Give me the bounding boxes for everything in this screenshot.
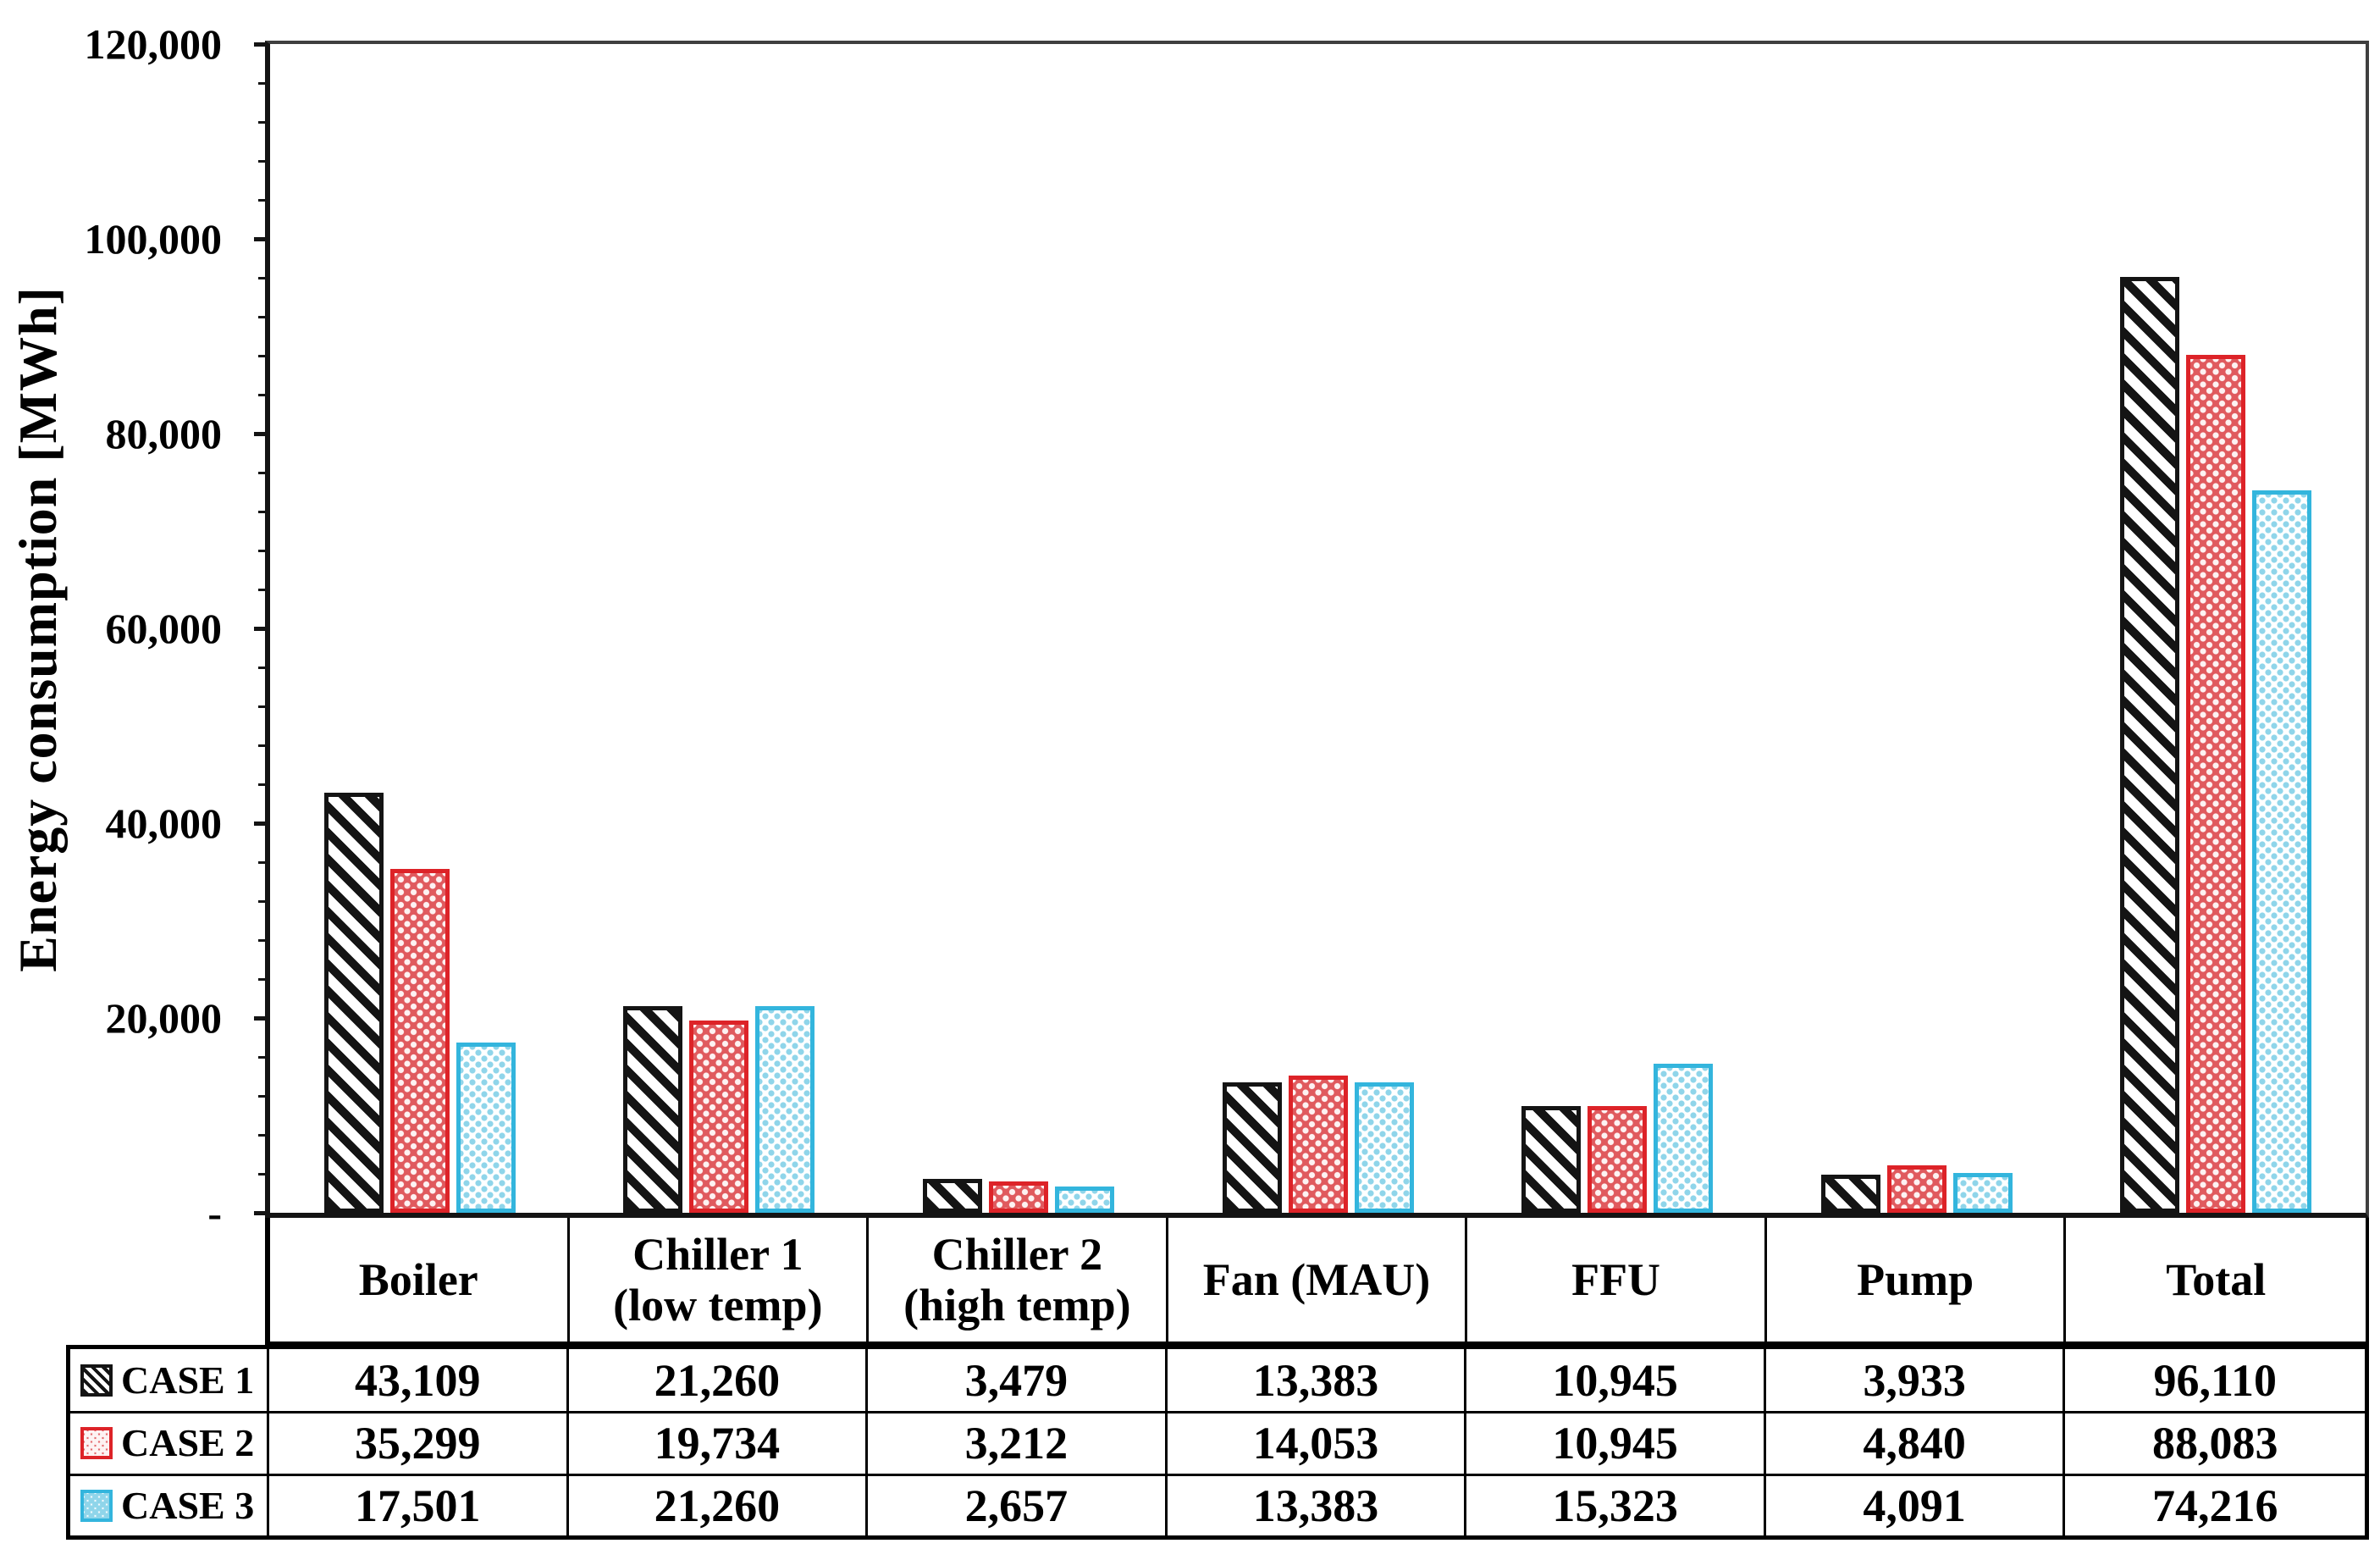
plot-area — [265, 41, 2369, 1218]
bar-case-1-chiller-1-low-temp — [623, 1006, 683, 1213]
y-tick-label: 100,000 — [84, 215, 223, 263]
bar-case-2-fan-mau — [1288, 1076, 1348, 1213]
table-cell-case3-boiler: 17,501 — [269, 1473, 569, 1535]
bar-case-1-pump — [1820, 1175, 1880, 1213]
table-body: CASE 1 43,109 21,260 3,479 13,383 10,945 3,933… — [66, 1345, 2369, 1540]
bar-case-1-fan-mau — [1222, 1082, 1282, 1213]
table-cell-case1-chiller-2-high-temp: 3,479 — [868, 1349, 1168, 1412]
table-cell-case1-boiler: 43,109 — [269, 1349, 569, 1412]
bar-case-3-chiller-2-high-temp — [1054, 1187, 1114, 1213]
column-header-line: (high temp) — [903, 1280, 1131, 1330]
y-tick-label: 60,000 — [105, 605, 223, 652]
table-cell-case3-fan-mau: 13,383 — [1167, 1473, 1467, 1535]
table-cell-case3-chiller-2-high-temp: 2,657 — [868, 1473, 1168, 1535]
table-cell-case2-pump: 4,840 — [1765, 1411, 2066, 1474]
bar-group-chiller-2-high-temp — [869, 44, 1168, 1213]
table-cell-case1-fan-mau: 13,383 — [1168, 1349, 1467, 1412]
column-header-line: FFU — [1571, 1253, 1661, 1305]
table-cell-case2-fan-mau: 14,053 — [1167, 1411, 1467, 1474]
table-cell-case3-total: 74,216 — [2065, 1473, 2365, 1535]
table-header-row: Boiler Chiller 1 (low temp) Chiller 2 (high … — [265, 1218, 2369, 1345]
bar-case-3-boiler — [456, 1043, 516, 1213]
table-cell-case1-chiller-1-low-temp: 21,260 — [569, 1349, 869, 1412]
y-tick-label: - — [207, 1189, 222, 1236]
column-header-line: Pump — [1857, 1253, 1974, 1305]
column-header-line: Boiler — [358, 1253, 478, 1305]
bar-case-1-boiler — [323, 793, 384, 1213]
column-header-ffu: FFU — [1467, 1218, 1767, 1341]
y-tick-label: 20,000 — [105, 994, 223, 1042]
bar-case-3-chiller-1-low-temp — [755, 1006, 815, 1213]
legend-cell-case1: CASE 1 — [70, 1349, 269, 1412]
table-cell-case3-pump: 4,091 — [1765, 1473, 2066, 1535]
legend-swatch-case2 — [80, 1427, 113, 1460]
column-header-line: Fan (MAU) — [1202, 1253, 1431, 1305]
legend-cell-case3: CASE 3 — [70, 1473, 269, 1535]
bar-case-2-pump — [1886, 1165, 1947, 1213]
table-cell-case1-pump: 3,933 — [1766, 1349, 2066, 1412]
bar-case-1-ffu — [1521, 1106, 1582, 1213]
table-cell-case1-total: 96,110 — [2153, 1354, 2277, 1406]
bar-group-total — [2066, 44, 2366, 1213]
table-cell-case3-chiller-1-low-temp: 21,260 — [568, 1473, 869, 1535]
bar-group-pump — [1767, 44, 2067, 1213]
bar-case-2-ffu — [1588, 1106, 1648, 1213]
column-header-total: Total — [2066, 1218, 2366, 1341]
y-tick-label: 120,000 — [84, 20, 223, 68]
bar-group-fan-mau — [1168, 44, 1468, 1213]
column-header-boiler: Boiler — [270, 1218, 570, 1341]
table-cell-case2-total: 88,083 — [2065, 1411, 2365, 1473]
bar-groups — [270, 44, 2366, 1213]
table-cell-case2-chiller-2-high-temp: 3,212 — [868, 1411, 1168, 1474]
column-header-line: Chiller 1 — [632, 1228, 803, 1280]
bar-case-1-total — [2120, 277, 2180, 1213]
column-header-fan-mau: Fan (MAU) — [1168, 1218, 1468, 1341]
table-cell-case2-chiller-1-low-temp: 19,734 — [568, 1411, 869, 1474]
legend-label-case2: CASE 2 — [121, 1421, 255, 1465]
legend-swatch-case1 — [80, 1364, 113, 1397]
column-header-chiller-2-high-temp: Chiller 2 (high temp) — [869, 1218, 1168, 1341]
bar-case-1-chiller-2-high-temp — [922, 1179, 982, 1213]
bar-case-3-pump — [1952, 1173, 2013, 1213]
table-cell-case2-boiler: 35,299 — [269, 1411, 569, 1474]
bar-case-2-chiller-2-high-temp — [988, 1181, 1048, 1213]
legend-cell-case2: CASE 2 — [70, 1411, 269, 1474]
column-header-chiller-1-low-temp: Chiller 1 (low temp) — [570, 1218, 870, 1341]
column-header-pump: Pump — [1767, 1218, 2067, 1341]
legend-swatch-case3 — [80, 1489, 113, 1522]
bar-case-3-fan-mau — [1354, 1082, 1414, 1213]
legend-label-case1: CASE 1 — [121, 1358, 255, 1402]
bar-case-2-total — [2186, 355, 2246, 1213]
legend-label-case3: CASE 3 — [121, 1483, 255, 1527]
column-header-line: Chiller 2 — [931, 1228, 1103, 1280]
bar-case-2-chiller-1-low-temp — [689, 1021, 749, 1213]
table-cell-case2-ffu: 10,945 — [1466, 1411, 1766, 1474]
column-header-line: Total — [2166, 1253, 2267, 1305]
bar-group-chiller-1-low-temp — [570, 44, 870, 1213]
bar-group-boiler — [270, 44, 570, 1213]
bar-case-3-total — [2252, 490, 2312, 1213]
y-tick-label: 80,000 — [105, 410, 223, 457]
bar-group-ffu — [1467, 44, 1767, 1213]
column-header-line: (low temp) — [613, 1280, 823, 1330]
bar-case-3-ffu — [1654, 1064, 1714, 1213]
bar-case-2-boiler — [389, 869, 450, 1213]
y-tick-label: 40,000 — [105, 799, 223, 847]
table-cell-case3-ffu: 15,323 — [1466, 1473, 1766, 1535]
table-cell-case1-ffu: 10,945 — [1466, 1349, 1766, 1412]
